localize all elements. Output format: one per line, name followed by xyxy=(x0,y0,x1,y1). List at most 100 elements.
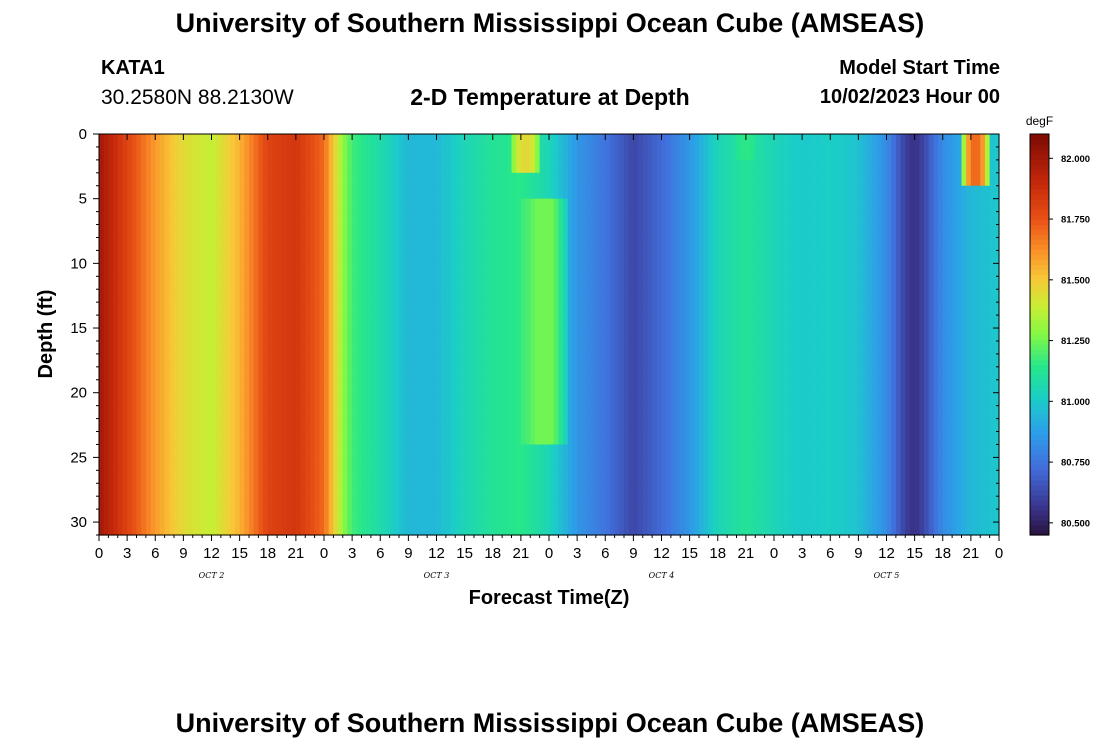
heatmap-cell xyxy=(694,418,700,433)
heatmap-cell xyxy=(670,457,677,471)
heatmap-cell xyxy=(553,289,559,303)
heatmap-cell xyxy=(211,522,217,536)
heatmap-cell xyxy=(417,444,424,458)
heatmap-cell xyxy=(155,483,161,497)
heatmap-cell xyxy=(581,483,588,497)
heatmap-cell xyxy=(689,315,695,329)
heatmap-cell xyxy=(722,185,728,200)
heatmap-cell xyxy=(713,379,719,394)
heatmap-cell xyxy=(145,263,152,277)
heatmap-cell xyxy=(258,134,264,148)
heatmap-cell xyxy=(783,224,789,239)
heatmap-cell xyxy=(802,172,808,187)
heatmap-cell xyxy=(478,263,484,277)
heatmap-cell xyxy=(563,302,569,316)
heatmap-cell xyxy=(408,379,414,394)
heatmap-cell xyxy=(431,366,438,381)
heatmap-cell xyxy=(811,237,817,252)
heatmap-cell xyxy=(375,146,381,161)
heatmap-cell xyxy=(722,315,728,329)
heatmap-cell xyxy=(291,444,297,458)
heatmap-cell xyxy=(774,509,780,523)
heatmap-cell xyxy=(319,470,325,484)
heatmap-cell xyxy=(731,418,738,433)
heatmap-cell xyxy=(183,159,189,174)
heatmap-cell xyxy=(188,379,194,394)
heatmap-cell xyxy=(849,353,855,368)
heatmap-cell xyxy=(792,237,799,252)
heatmap-cell xyxy=(600,250,606,264)
heatmap-cell xyxy=(324,134,330,148)
heatmap-cell xyxy=(230,224,236,239)
heatmap-cell xyxy=(286,496,292,510)
heatmap-cell xyxy=(595,405,602,420)
heatmap-cell xyxy=(624,522,630,536)
heatmap-cell xyxy=(155,224,161,239)
heatmap-cell xyxy=(291,509,297,523)
heatmap-cell xyxy=(455,328,461,342)
heatmap-cell xyxy=(703,431,709,446)
heatmap-cell xyxy=(399,237,405,252)
heatmap-cell xyxy=(155,263,161,277)
heatmap-cell xyxy=(577,224,583,239)
heatmap-cell xyxy=(159,379,166,394)
heatmap-cell xyxy=(342,289,349,303)
heatmap-cell xyxy=(520,159,527,174)
heatmap-cell xyxy=(778,522,784,536)
heatmap-cell xyxy=(849,392,855,407)
heatmap-cell xyxy=(689,483,695,497)
heatmap-cell xyxy=(713,444,719,458)
heatmap-cell xyxy=(792,457,799,471)
heatmap-cell xyxy=(642,496,649,510)
heatmap-cell xyxy=(305,405,311,420)
heatmap-cell xyxy=(703,457,709,471)
heatmap-cell xyxy=(483,340,489,355)
heatmap-cell xyxy=(567,185,574,200)
heatmap-cell xyxy=(445,470,452,484)
heatmap-cell xyxy=(328,315,334,329)
heatmap-cell xyxy=(741,431,747,446)
heatmap-cell xyxy=(769,146,775,161)
heatmap-cell xyxy=(281,250,288,264)
heatmap-cell xyxy=(314,315,320,329)
heatmap-cell xyxy=(572,134,578,148)
heatmap-cell xyxy=(370,431,377,446)
heatmap-cell xyxy=(638,250,644,264)
heatmap-cell xyxy=(342,146,349,161)
heatmap-cell xyxy=(356,302,363,316)
heatmap-cell xyxy=(633,340,639,355)
heatmap-cell xyxy=(249,146,255,161)
heatmap-cell xyxy=(774,289,780,303)
heatmap-cell xyxy=(478,340,484,355)
heatmap-cell xyxy=(150,211,156,226)
heatmap-cell xyxy=(366,444,372,458)
heatmap-cell xyxy=(113,444,119,458)
heatmap-cell xyxy=(394,457,400,471)
heatmap-cell xyxy=(263,315,269,329)
heatmap-cell xyxy=(488,444,494,458)
heatmap-cell xyxy=(727,289,733,303)
heatmap-cell xyxy=(802,353,808,368)
heatmap-cell xyxy=(263,431,269,446)
heatmap-cell xyxy=(127,224,133,239)
heatmap-cell xyxy=(403,211,409,226)
heatmap-cell xyxy=(567,366,574,381)
heatmap-cell xyxy=(427,250,433,264)
heatmap-cell xyxy=(469,496,475,510)
heatmap-cell xyxy=(520,315,527,329)
heatmap-cell xyxy=(816,237,822,252)
heatmap-cell xyxy=(375,392,381,407)
heatmap-cell xyxy=(853,134,859,148)
heatmap-cell xyxy=(103,405,109,420)
heatmap-cell xyxy=(202,457,208,471)
heatmap-cell xyxy=(188,457,194,471)
heatmap-cell xyxy=(239,250,245,264)
heatmap-cell xyxy=(136,276,142,290)
heatmap-cell xyxy=(708,134,714,148)
heatmap-cell xyxy=(811,315,817,329)
heatmap-cell xyxy=(408,522,414,536)
heatmap-cell xyxy=(699,379,705,394)
heatmap-cell xyxy=(609,146,616,161)
heatmap-cell xyxy=(474,263,480,277)
heatmap-cell xyxy=(464,172,470,187)
